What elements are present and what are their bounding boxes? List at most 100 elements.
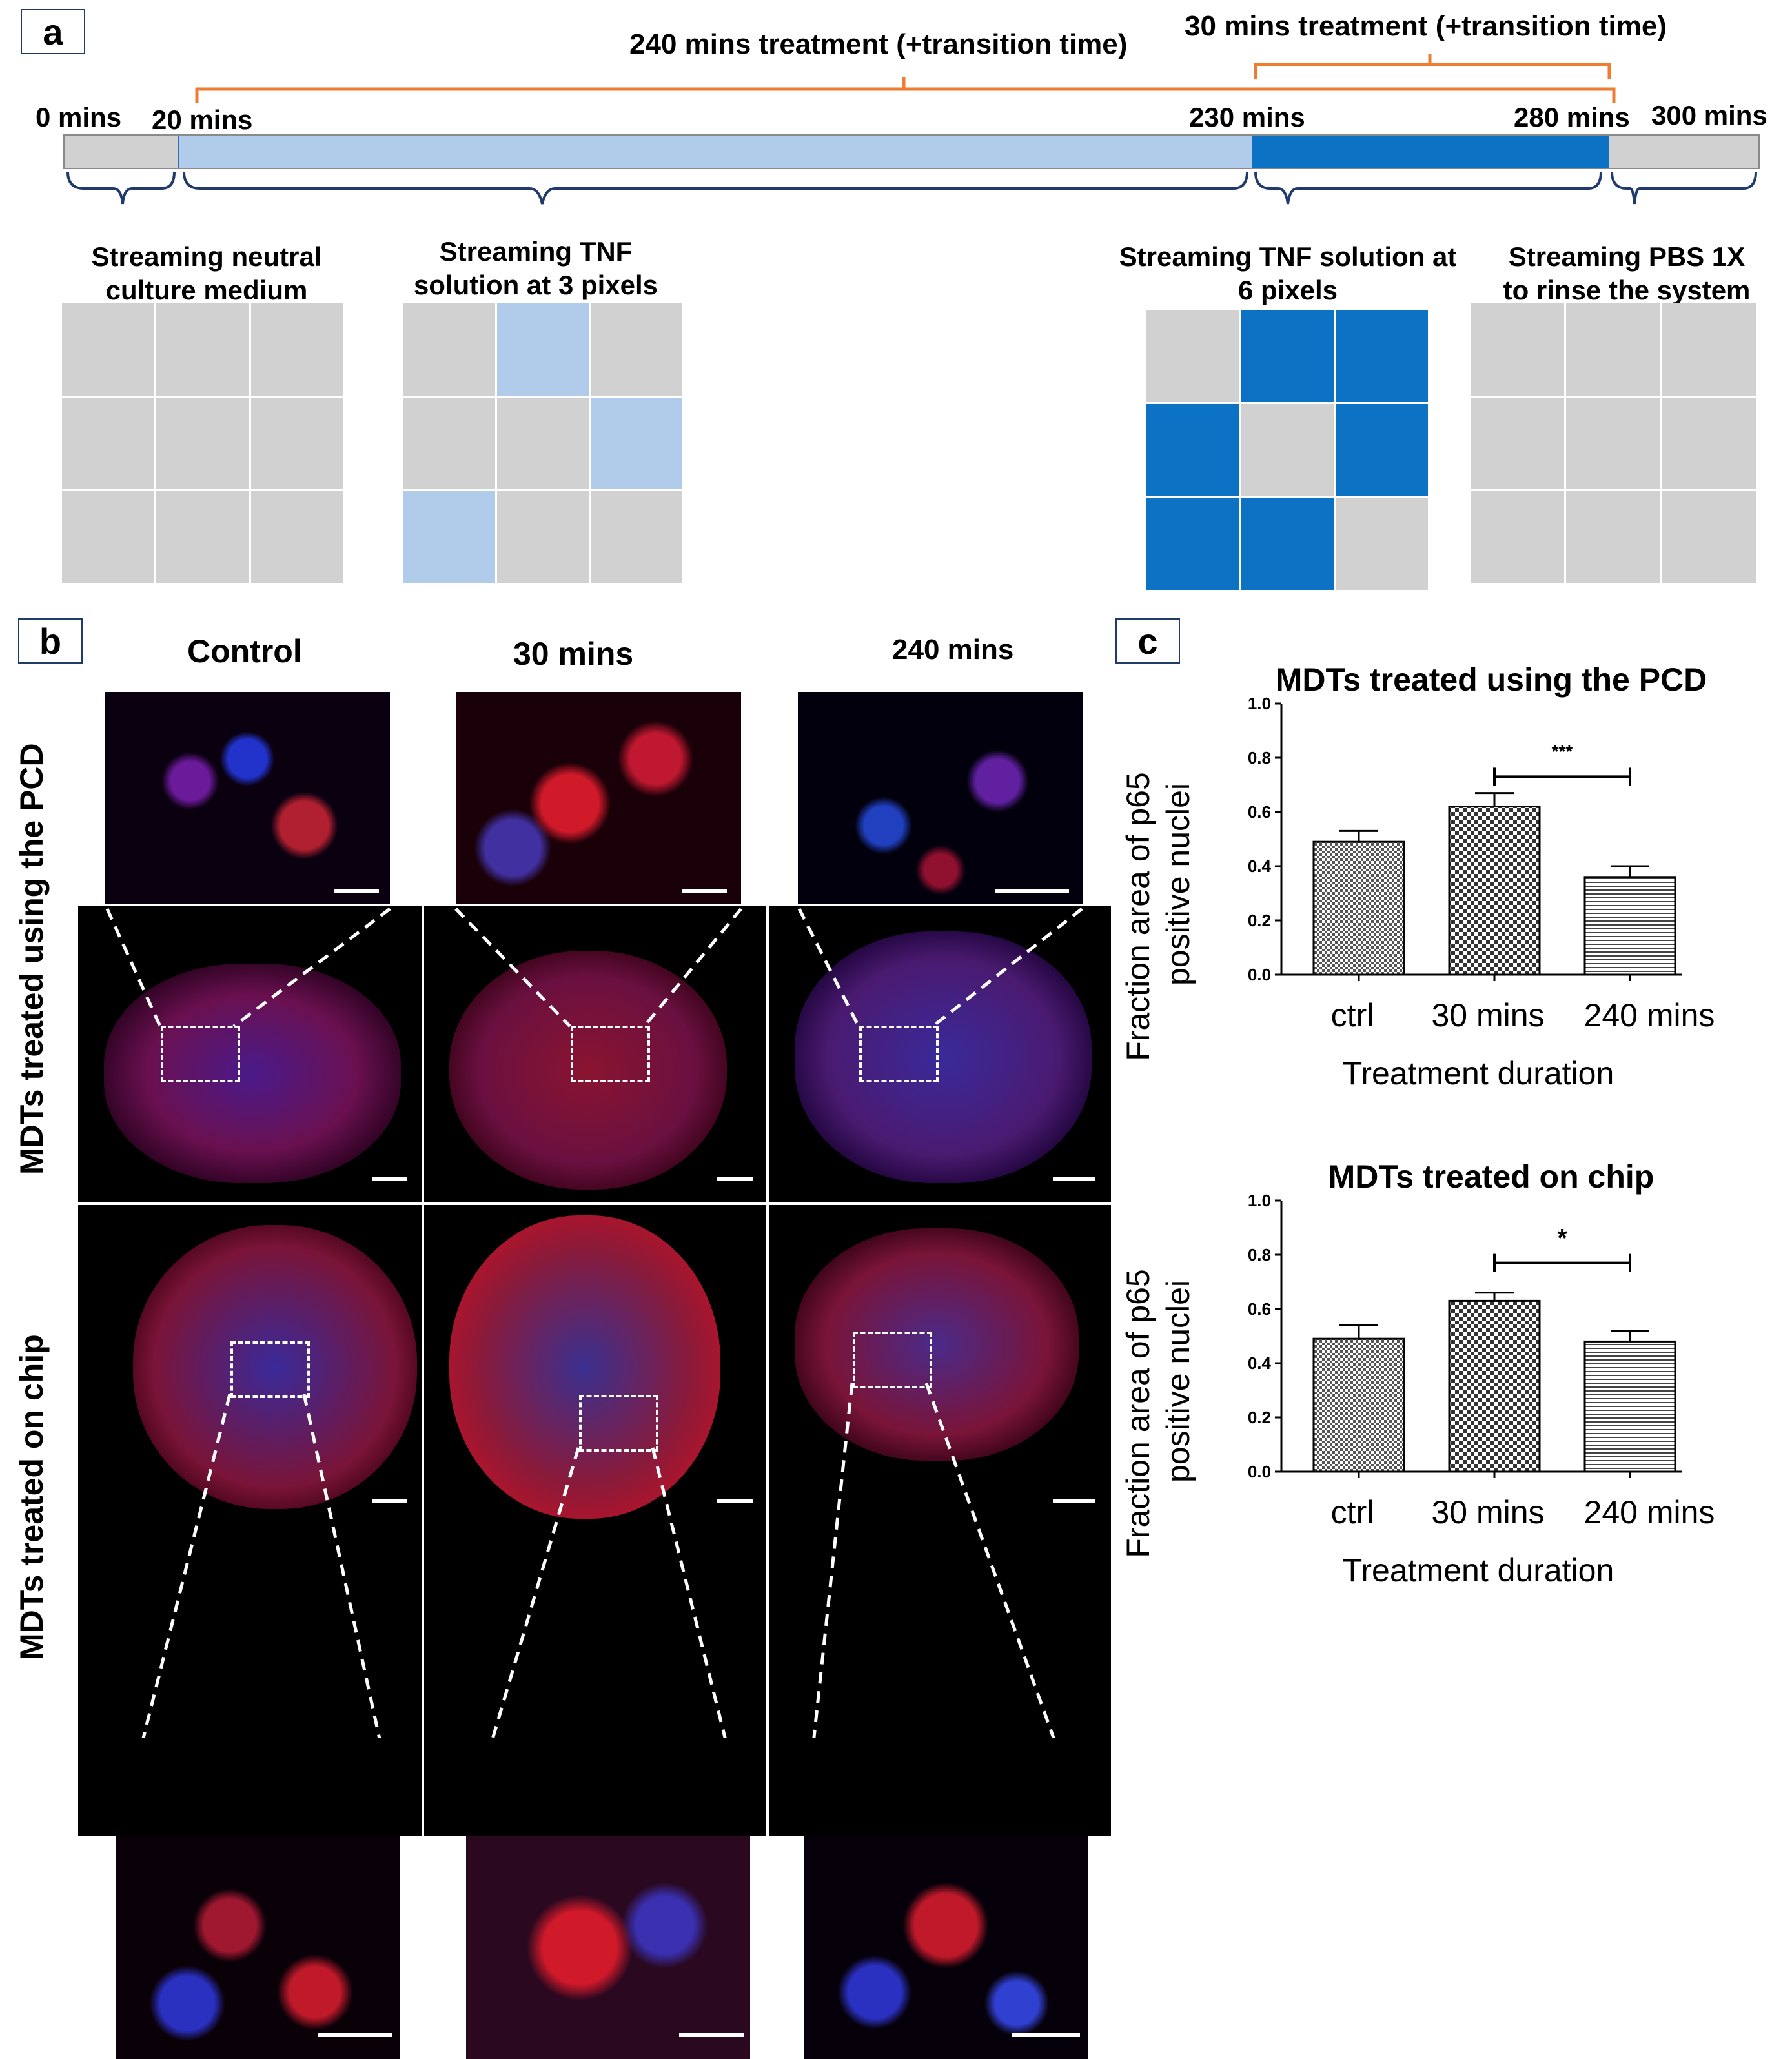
y-axis-label-line2: positive nuclei bbox=[1160, 1280, 1196, 1483]
brace-30-icon bbox=[1254, 54, 1611, 79]
grid-pixel bbox=[156, 397, 249, 490]
timeline-segment-light-tnf bbox=[178, 136, 1254, 168]
scale-bar bbox=[1053, 1499, 1095, 1503]
grid-pixel bbox=[1662, 397, 1756, 490]
grid-pixel bbox=[591, 397, 682, 490]
grid-pixel bbox=[1566, 303, 1660, 396]
micrograph-pcd-30 bbox=[449, 951, 727, 1190]
y-axis-label-line1: Fraction area of p65 bbox=[1120, 1269, 1156, 1558]
scale-bar bbox=[372, 1177, 407, 1181]
grid-pixel bbox=[403, 397, 495, 490]
timeline-segment-dark-tnf bbox=[1252, 136, 1609, 168]
grid-pixel bbox=[1241, 310, 1334, 402]
column-header-30-mins: 30 mins bbox=[513, 636, 634, 672]
micrograph-inset-pcd-240 bbox=[798, 692, 1083, 915]
grid-pixel bbox=[250, 397, 343, 490]
grid-pixel bbox=[1566, 491, 1660, 583]
micrograph-inset-pcd-control bbox=[105, 692, 390, 915]
column-header-240-mins: 240 mins bbox=[892, 634, 1014, 665]
micrograph-inset-chip-control bbox=[116, 1836, 400, 2059]
bar-240-mins bbox=[1583, 876, 1676, 976]
grid-pixel bbox=[497, 397, 589, 490]
x-tick-label: 240 mins bbox=[1584, 1494, 1715, 1530]
scale-bar bbox=[717, 1177, 753, 1181]
y-tick-label: 0.0 bbox=[1248, 965, 1271, 984]
phase-brace-3-icon bbox=[1254, 171, 1602, 205]
grid-pixel bbox=[1566, 397, 1660, 490]
scale-bar bbox=[717, 1499, 753, 1503]
y-axis-label-line1: Fraction area of p65 bbox=[1120, 772, 1156, 1061]
scale-bar bbox=[318, 2033, 392, 2037]
x-axis-label: Treatment duration bbox=[1343, 1055, 1614, 1091]
scale-bar bbox=[995, 889, 1069, 893]
grid-pixel bbox=[403, 303, 495, 396]
step-3-caption: Streaming TNF solution at 6 pixels bbox=[1119, 241, 1457, 305]
micrograph-pcd-control bbox=[104, 964, 401, 1183]
grid-pixel bbox=[1471, 491, 1565, 583]
zoom-connectors bbox=[105, 908, 1083, 1738]
micrograph-inset-pcd-30 bbox=[456, 692, 741, 915]
pixel-grid-tnf-6 bbox=[1146, 310, 1428, 590]
grid-pixel bbox=[1146, 403, 1239, 496]
scale-bar bbox=[372, 1499, 407, 1503]
micrograph-grid bbox=[76, 904, 1113, 1838]
chart-title: MDTs treated using the PCD bbox=[1276, 665, 1707, 698]
grid-pixel bbox=[1471, 303, 1565, 396]
grid-pixel bbox=[1335, 310, 1428, 402]
roi-box bbox=[571, 1026, 650, 1082]
micrograph-inset-chip-240 bbox=[804, 1836, 1088, 2059]
y-tick-label: 0.6 bbox=[1248, 1299, 1271, 1319]
bar-chart-chip: MDTs treated on chip 0.0 0.2 0.4 0.6 0.8 1.0 ct… bbox=[1120, 1162, 1715, 1588]
grid-pixel bbox=[497, 491, 589, 583]
grid-pixel bbox=[1335, 498, 1428, 590]
micrograph-chip-control bbox=[133, 1225, 417, 1509]
time-label-300: 300 mins bbox=[1651, 100, 1767, 130]
bar-ctrl bbox=[1312, 1337, 1405, 1473]
significance-label: * bbox=[1557, 1224, 1567, 1253]
bar-chart-pcd: MDTs treated using the PCD 0.0 0.2 0.4 0.6 0.… bbox=[1120, 665, 1715, 1091]
scale-bar bbox=[682, 889, 727, 893]
micrograph-pcd-240 bbox=[795, 931, 1092, 1183]
pixel-grid-pbs bbox=[1471, 303, 1756, 583]
phase-braces bbox=[66, 171, 1757, 205]
panel-label-a: a bbox=[21, 9, 85, 54]
y-tick-label: 0.6 bbox=[1248, 802, 1271, 822]
time-label-20: 20 mins bbox=[152, 105, 253, 135]
micrograph-chip-240 bbox=[795, 1228, 1079, 1461]
grid-pixel bbox=[156, 491, 249, 583]
phase-brace-1-icon bbox=[66, 171, 176, 205]
grid-pixel bbox=[1662, 303, 1756, 396]
panel-label-c: c bbox=[1115, 618, 1180, 664]
phase-brace-2-icon bbox=[183, 171, 1248, 205]
grid-pixel bbox=[62, 303, 155, 396]
y-tick-label: 1.0 bbox=[1248, 1191, 1271, 1210]
grid-pixel bbox=[250, 303, 343, 396]
bar-ctrl bbox=[1312, 840, 1405, 976]
treatment-braces bbox=[195, 54, 1616, 103]
micrograph-chip-30 bbox=[449, 1215, 720, 1519]
y-tick-label: 0.8 bbox=[1248, 748, 1271, 767]
step-1-caption: Streaming neutral culture medium bbox=[91, 241, 322, 305]
grid-pixel bbox=[250, 491, 343, 583]
roi-box bbox=[230, 1341, 310, 1398]
scale-bar bbox=[1053, 1177, 1095, 1181]
roi-box bbox=[859, 1026, 939, 1082]
y-tick-label: 0.4 bbox=[1248, 857, 1272, 876]
y-tick-label: 0.2 bbox=[1248, 911, 1271, 930]
grid-pixel bbox=[1146, 310, 1239, 402]
time-label-230: 230 mins bbox=[1189, 102, 1305, 132]
grid-pixel bbox=[62, 397, 155, 490]
brace-30-label: 30 mins treatment (+transition time) bbox=[1185, 10, 1667, 42]
chart-title: MDTs treated on chip bbox=[1329, 1162, 1655, 1195]
grid-pixel bbox=[403, 491, 495, 583]
grid-pixel bbox=[156, 303, 249, 396]
grid-pixel bbox=[1241, 498, 1334, 590]
time-label-0: 0 mins bbox=[36, 102, 122, 132]
bar-30-mins bbox=[1448, 806, 1541, 976]
time-label-280: 280 mins bbox=[1514, 102, 1630, 132]
grid-pixel bbox=[1146, 498, 1239, 590]
micrograph-inset-chip-30 bbox=[466, 1836, 750, 2059]
grid-pixel bbox=[591, 303, 682, 396]
x-axis-label: Treatment duration bbox=[1343, 1552, 1614, 1588]
x-tick-label: 30 mins bbox=[1431, 997, 1544, 1033]
